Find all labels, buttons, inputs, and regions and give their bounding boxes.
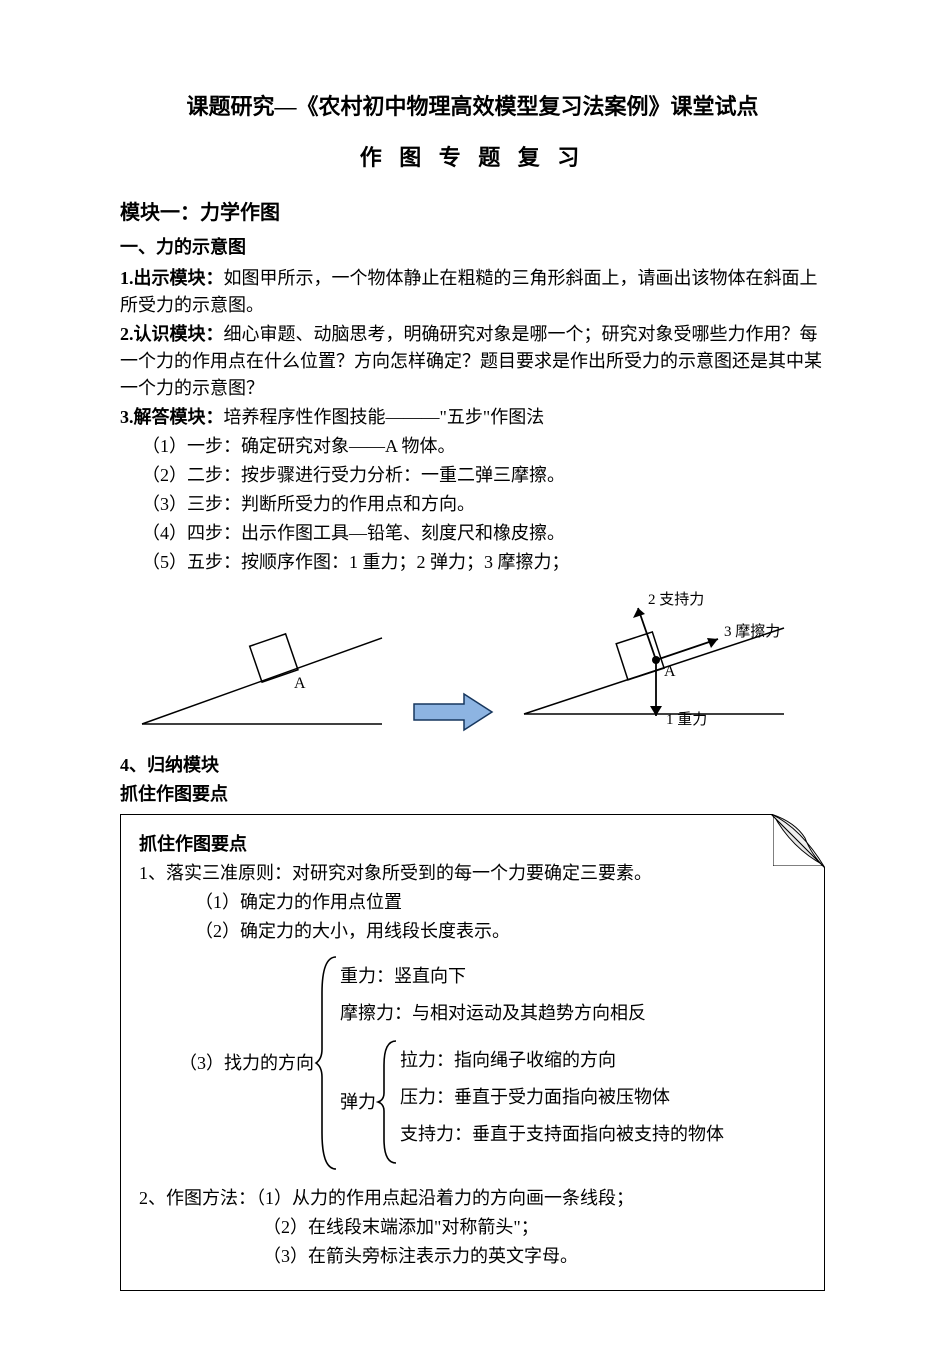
p1-text: 如图甲所示，一个物体静止在粗糙的三角形斜面上，请画出该物体在斜面上所受力的示意图… [120, 268, 818, 315]
dir-support: 支持力：垂直于支持面指向被支持的物体 [400, 1121, 806, 1148]
direction-brace-group: （3）找力的方向 重力：竖直向下 摩擦力：与相对运动及其趋势方向相反 弹力 [139, 953, 806, 1173]
box-heading: 抓住作图要点 [139, 831, 806, 858]
p2-text: 细心审题、动脑思考，明确研究对象是哪一个；研究对象受哪些力作用？每一个力的作用点… [120, 324, 822, 398]
box-line-2b: （2）在线段末端添加"对称箭头"； [139, 1214, 806, 1241]
elastic-label: 弹力 [340, 1089, 376, 1116]
page-curl-overlay-icon [771, 814, 825, 868]
direction-label: （3）找力的方向 [179, 1050, 314, 1077]
paragraph-1: 1.出示模块：如图甲所示，一个物体静止在粗糙的三角形斜面上，请画出该物体在斜面上… [120, 265, 825, 319]
step-3: （3）三步：判断所受力的作用点和方向。 [120, 491, 825, 518]
step-2: （2）二步：按步骤进行受力分析：一重二弹三摩擦。 [120, 462, 825, 489]
dir-gravity: 重力：竖直向下 [340, 963, 806, 990]
block-arrow-icon [410, 690, 496, 734]
p4-label: 4、归纳模块 [120, 752, 825, 779]
label-gravity: 1 重力 [666, 711, 707, 728]
p3-text: 培养程序性作图技能———"五步"作图法 [224, 407, 545, 427]
label-A-right: A [664, 663, 676, 680]
module-heading: 模块一：力学作图 [120, 198, 825, 228]
label-friction: 3 摩擦力 [724, 622, 780, 640]
paragraph-3: 3.解答模块：培养程序性作图技能———"五步"作图法 [120, 404, 825, 431]
dir-press: 压力：垂直于受力面指向被压物体 [400, 1084, 806, 1111]
dir-friction: 摩擦力：与相对运动及其趋势方向相反 [340, 1000, 806, 1027]
section-a-heading: 一、力的示意图 [120, 234, 825, 261]
force-diagram-row: A 2 支持力 3 摩擦力 1 重力 [120, 584, 825, 734]
paragraph-2: 2.认识模块：细心审题、动脑思考，明确研究对象是哪一个；研究对象受哪些力作用？每… [120, 321, 825, 402]
label-support: 2 支持力 [648, 591, 704, 608]
p1-label: 1.出示模块： [120, 268, 224, 288]
step-5: （5）五步：按顺序作图：1 重力；2 弹力；3 摩擦力； [120, 549, 825, 576]
incline-diagram-right: 2 支持力 3 摩擦力 1 重力 A [514, 584, 814, 734]
box-line-2: 2、作图方法：（1）从力的作用点起沿着力的方向画一条线段； [139, 1185, 806, 1212]
p2-label: 2.认识模块： [120, 324, 224, 344]
incline-diagram-left: A [132, 614, 392, 734]
step-1: （1）一步：确定研究对象——A 物体。 [120, 433, 825, 460]
p3-label: 3.解答模块： [120, 407, 224, 427]
box-line-1: 1、落实三准原则：对研究对象所受到的每一个力要确定三要素。 [139, 860, 806, 887]
label-A-left: A [294, 675, 306, 692]
dir-pull: 拉力：指向绳子收缩的方向 [400, 1047, 806, 1074]
p4-sub: 抓住作图要点 [120, 781, 825, 808]
elastic-brace-group: 弹力 拉力：指向绳子收缩的方向 压力：垂直于受力面指向被压物体 支持力：垂直于支… [340, 1037, 806, 1167]
title-line-2: 作 图 专 题 复 习 [120, 141, 825, 174]
document-page: 课题研究—《农村初中物理高效模型复习法案例》课堂试点 作 图 专 题 复 习 模… [0, 0, 945, 1351]
outer-brace-icon [314, 953, 340, 1173]
box-line-2c: （3）在箭头旁标注表示力的英文字母。 [139, 1243, 806, 1270]
key-points-box: 抓住作图要点 1、落实三准原则：对研究对象所受到的每一个力要确定三要素。 （1）… [120, 814, 825, 1291]
step-4: （4）四步：出示作图工具—铅笔、刻度尺和橡皮擦。 [120, 520, 825, 547]
box-line-1b: （2）确定力的大小，用线段长度表示。 [139, 918, 806, 945]
box-line-1a: （1）确定力的作用点位置 [139, 889, 806, 916]
inner-brace-icon [376, 1037, 400, 1167]
title-line-1: 课题研究—《农村初中物理高效模型复习法案例》课堂试点 [120, 90, 825, 123]
